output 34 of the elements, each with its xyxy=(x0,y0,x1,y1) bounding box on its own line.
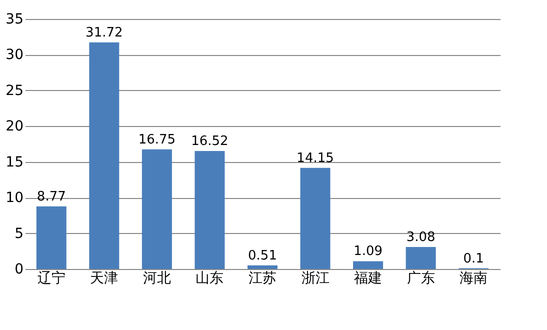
x-tick-label: 江苏 xyxy=(248,270,276,286)
data-label: 16.75 xyxy=(138,132,176,148)
bar xyxy=(36,206,66,269)
data-label: 16.52 xyxy=(191,134,228,149)
data-label: 3.08 xyxy=(406,230,436,245)
data-label: 8.77 xyxy=(36,189,66,204)
y-tick-label: 20 xyxy=(6,118,24,135)
x-tick-label: 天津 xyxy=(90,270,118,286)
bar xyxy=(406,247,436,269)
data-label: 0.1 xyxy=(463,251,484,266)
x-tick-label: 福建 xyxy=(354,270,382,286)
y-tick-label: 35 xyxy=(6,12,24,28)
bar xyxy=(194,151,225,269)
x-tick-label: 河北 xyxy=(142,270,171,286)
bar xyxy=(89,42,120,269)
x-tick-label: 浙江 xyxy=(301,270,330,286)
y-tick-label: 30 xyxy=(6,47,24,64)
x-tick-label: 山东 xyxy=(196,270,224,286)
data-label: 0.51 xyxy=(248,248,277,264)
y-tick-label: 0 xyxy=(14,262,24,278)
bar xyxy=(353,261,384,269)
y-tick-label: 10 xyxy=(6,190,24,206)
y-tick-label: 25 xyxy=(6,82,24,99)
bar xyxy=(300,168,330,269)
y-tick-label: 15 xyxy=(6,154,24,170)
x-tick-label: 广东 xyxy=(406,270,435,286)
data-label: 1.09 xyxy=(354,244,383,260)
bar xyxy=(248,265,278,269)
data-label: 31.72 xyxy=(86,25,123,40)
x-tick-label: 辽宁 xyxy=(37,270,66,286)
y-tick-label: 5 xyxy=(14,226,24,242)
data-label: 14.15 xyxy=(296,150,334,166)
bar xyxy=(142,149,172,269)
x-tick-label: 海南 xyxy=(460,270,488,286)
